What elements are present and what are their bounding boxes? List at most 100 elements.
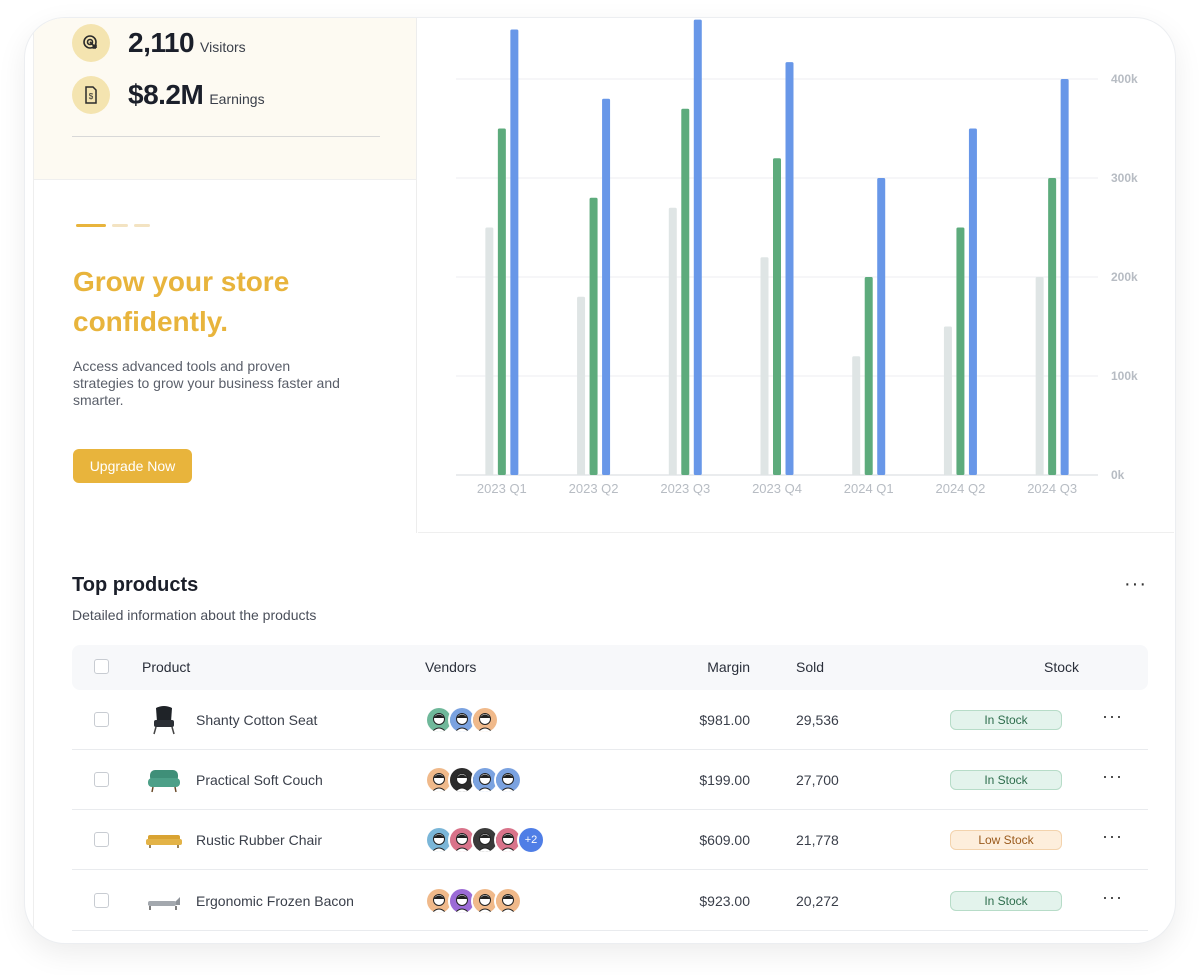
row-checkbox[interactable] [94, 832, 109, 847]
row-checkbox[interactable] [94, 893, 109, 908]
x-tick-label: 2023 Q1 [477, 481, 527, 496]
product-sold: 20,272 [796, 893, 839, 909]
products-title: Top products [72, 574, 199, 596]
product-sold: 27,700 [796, 772, 839, 788]
bar-2024-q1-s2[interactable] [877, 178, 886, 475]
bar-2023-q4-s0[interactable] [760, 257, 769, 475]
table-row[interactable]: Shanty Cotton Seat $981.00 29,536 In Stock ·… [72, 690, 1148, 750]
bar-2023-q2-s0[interactable] [577, 296, 586, 475]
promo-title: Grow your store confidently. [73, 266, 290, 337]
row-checkbox[interactable] [94, 772, 109, 787]
vendor-avatar[interactable] [425, 706, 453, 734]
table-row[interactable]: Practical Soft Couch $199.00 27,700 In Stoc… [72, 750, 1148, 810]
carousel-dot[interactable] [134, 224, 150, 227]
col-margin[interactable]: Margin [707, 659, 750, 675]
promo-panel: Grow your store confidently. Access adva… [34, 180, 417, 533]
product-sold: 29,536 [796, 712, 839, 728]
more-vendors-badge[interactable]: +2 [517, 826, 545, 854]
y-tick-label: 200k [1111, 270, 1138, 284]
bar-2023-q1-s0[interactable] [485, 227, 494, 476]
visitors-stat: 2,110 Visitors [72, 24, 246, 62]
stock-badge: In Stock [950, 710, 1062, 730]
bar-2024-q3-s1[interactable] [1048, 178, 1057, 475]
bar-2024-q3-s2[interactable] [1060, 79, 1069, 475]
vendor-avatar[interactable] [494, 826, 522, 854]
promo-description: Access advanced tools and proven strateg… [73, 358, 340, 408]
x-tick-label: 2023 Q4 [752, 481, 802, 496]
section-more-icon[interactable]: ··· [1124, 573, 1147, 595]
bar-2023-q2-s2[interactable] [602, 98, 611, 476]
bar-2023-q1-s2[interactable] [510, 29, 519, 476]
bar-2024-q1-s1[interactable] [864, 277, 873, 475]
x-tick-label: 2024 Q1 [844, 481, 894, 496]
row-checkbox[interactable] [94, 712, 109, 727]
products-subtitle: Detailed information about the products [72, 607, 317, 623]
vendor-avatar[interactable] [471, 706, 499, 734]
earnings-value: $8.2M [128, 79, 204, 110]
vendor-avatar[interactable] [448, 706, 476, 734]
product-name[interactable]: Shanty Cotton Seat [196, 712, 318, 728]
vendor-avatar[interactable] [494, 766, 522, 794]
carousel-dot[interactable] [112, 224, 128, 227]
bar-2023-q1-s1[interactable] [497, 128, 506, 476]
col-vendors[interactable]: Vendors [425, 659, 477, 675]
top-products-section: Top products Detailed information about … [34, 533, 1174, 943]
table-row[interactable]: Rustic Rubber Chair +2 $609.00 21,778 Low St… [72, 810, 1148, 870]
stats-panel: 2,110 Visitors $ $8.2M Earnings [34, 18, 417, 180]
visitors-value: 2,110 [128, 27, 195, 58]
cursor-click-icon [72, 24, 110, 62]
x-tick-label: 2024 Q2 [935, 481, 985, 496]
stats-divider [72, 136, 380, 137]
row-more-icon[interactable]: ··· [1102, 766, 1123, 786]
y-tick-label: 0k [1111, 468, 1125, 482]
dollar-document-icon: $ [72, 76, 110, 114]
dashboard-frame: 2,110 Visitors $ $8.2M Earnings Grow you… [25, 18, 1175, 943]
y-tick-label: 300k [1111, 171, 1138, 185]
product-margin: $199.00 [699, 772, 750, 788]
earnings-label: Earnings [209, 91, 265, 107]
x-tick-label: 2023 Q3 [660, 481, 710, 496]
bar-2024-q3-s0[interactable] [1035, 277, 1044, 475]
upgrade-now-button[interactable]: Upgrade Now [73, 449, 192, 483]
bar-2023-q3-s2[interactable] [693, 19, 702, 475]
bar-2024-q2-s1[interactable] [956, 227, 965, 476]
row-more-icon[interactable]: ··· [1102, 826, 1123, 846]
bar-2024-q2-s2[interactable] [968, 128, 977, 476]
product-margin: $981.00 [699, 712, 750, 728]
y-tick-label: 400k [1111, 72, 1138, 86]
vendor-avatar[interactable] [494, 887, 522, 915]
product-name[interactable]: Ergonomic Frozen Bacon [196, 893, 354, 909]
row-more-icon[interactable]: ··· [1102, 887, 1123, 907]
row-more-icon[interactable]: ··· [1102, 706, 1123, 726]
x-tick-label: 2024 Q3 [1027, 481, 1077, 496]
bar-2024-q2-s0[interactable] [943, 326, 952, 476]
product-name[interactable]: Rustic Rubber Chair [196, 832, 323, 848]
bar-2023-q2-s1[interactable] [589, 197, 598, 476]
bar-2023-q3-s1[interactable] [681, 108, 690, 475]
col-product[interactable]: Product [142, 659, 191, 675]
visitors-label: Visitors [200, 39, 246, 55]
table-header: Product Vendors Margin Sold Stock [72, 645, 1148, 690]
bar-2024-q1-s0[interactable] [852, 356, 861, 475]
bar-2023-q4-s2[interactable] [785, 62, 794, 476]
select-all-checkbox[interactable] [94, 659, 109, 674]
vendor-avatar[interactable] [471, 826, 499, 854]
svg-text:$: $ [89, 92, 94, 101]
col-sold[interactable]: Sold [796, 659, 825, 675]
bar-chart-svg: 0k 100k 200k 300k 400k 2023 Q1 2023 Q2 2023 Q3 2… [456, 19, 1138, 496]
x-tick-label: 2023 Q2 [569, 481, 619, 496]
earnings-stat: $ $8.2M Earnings [72, 76, 265, 114]
bar-2023-q4-s1[interactable] [773, 158, 781, 475]
carousel-dot-active[interactable] [76, 224, 106, 227]
product-thumbnail [144, 704, 184, 736]
product-sold: 21,778 [796, 832, 839, 848]
vendor-avatar[interactable] [425, 826, 453, 854]
product-thumbnail [144, 885, 184, 917]
col-stock[interactable]: Stock [1044, 659, 1080, 675]
table-row[interactable]: Ergonomic Frozen Bacon $923.00 20,272 In St… [72, 871, 1148, 931]
y-tick-label: 100k [1111, 369, 1138, 383]
vendor-avatar[interactable] [448, 826, 476, 854]
carousel-dots [76, 224, 150, 227]
bar-2023-q3-s0[interactable] [668, 207, 677, 475]
product-name[interactable]: Practical Soft Couch [196, 772, 323, 788]
